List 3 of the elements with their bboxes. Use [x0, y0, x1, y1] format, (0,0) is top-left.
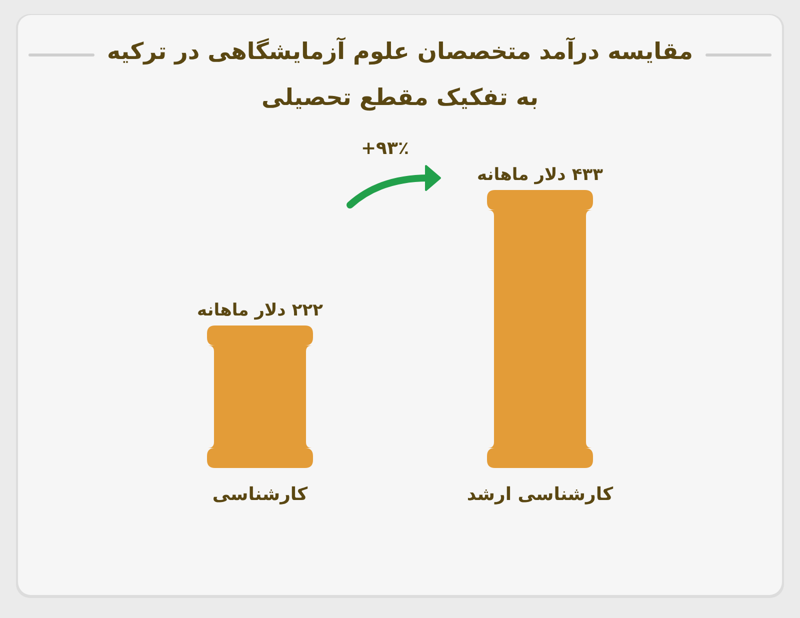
subtitle: به تفکیک مقطع تحصیلی — [262, 85, 538, 111]
title: مقایسه درآمد متخصصان علوم آزمایشگاهی در ترکیه — [106, 39, 694, 65]
annotation: +۹۳٪ — [360, 138, 410, 159]
